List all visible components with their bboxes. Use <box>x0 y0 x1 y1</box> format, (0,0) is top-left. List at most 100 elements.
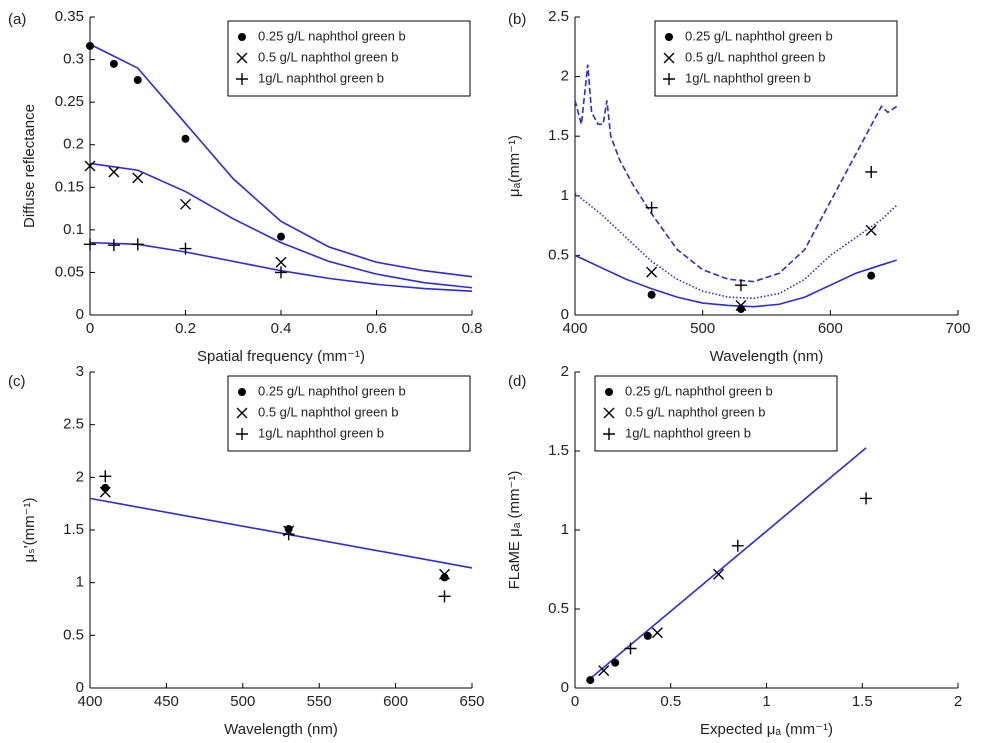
x-axis-label: Expected μₐ (mm⁻¹) <box>700 721 833 738</box>
legend-marker <box>238 388 246 396</box>
data-point <box>645 201 658 214</box>
data-point <box>586 676 595 685</box>
panel-label: (c) <box>8 373 26 390</box>
data-point <box>99 470 112 483</box>
y-tick-label: 0.3 <box>63 51 84 68</box>
legend-label: 0.5 g/L naphthol green b <box>625 404 765 419</box>
x-tick-label: 0.6 <box>366 320 387 337</box>
data-point <box>865 224 877 236</box>
x-tick-label: 450 <box>154 693 179 710</box>
legend-label: 0.5 g/L naphthol green b <box>685 49 825 64</box>
x-tick-label: 2 <box>954 693 962 710</box>
y-axis-label: FLaME μₐ (mm⁻¹) <box>506 471 523 590</box>
data-point <box>99 486 111 498</box>
y-tick-label: 1 <box>76 574 84 591</box>
x-tick-label: 0.5 <box>660 693 681 710</box>
x-tick-label: 500 <box>690 320 715 337</box>
data-point <box>647 290 656 299</box>
y-tick-label: 0.15 <box>55 178 84 195</box>
legend-marker <box>238 33 246 41</box>
y-tick-label: 0 <box>76 679 84 696</box>
y-tick-label: 0.35 <box>55 8 84 25</box>
fit-line <box>89 497 473 569</box>
x-tick-label: 1.5 <box>852 693 873 710</box>
panel-label: (a) <box>8 11 26 28</box>
fit-line <box>574 192 898 300</box>
y-tick-label: 0 <box>561 679 569 696</box>
data-point <box>735 299 747 311</box>
x-tick-label: 550 <box>307 693 332 710</box>
data-point <box>611 658 620 667</box>
data-point <box>133 76 142 85</box>
data-point <box>598 665 610 677</box>
legend-label: 1g/L naphthol green b <box>625 425 751 440</box>
y-tick-label: 2 <box>561 363 569 380</box>
data-point <box>275 266 287 279</box>
y-tick-label: 2 <box>561 68 569 85</box>
data-point <box>734 279 747 292</box>
data-point <box>643 631 652 640</box>
data-point <box>107 239 120 252</box>
y-tick-label: 0.1 <box>63 221 84 238</box>
data-point <box>180 198 191 210</box>
data-point <box>131 238 144 251</box>
x-tick-label: 400 <box>77 693 102 710</box>
y-tick-label: 2 <box>76 468 84 485</box>
y-axis-label: Diffuse reflectance <box>21 104 38 228</box>
data-point <box>438 590 451 603</box>
y-tick-label: 0.5 <box>548 600 569 617</box>
y-tick-label: 1 <box>561 187 569 204</box>
y-tick-label: 1 <box>561 521 569 538</box>
data-point <box>109 59 118 68</box>
legend-marker <box>663 73 675 85</box>
data-point <box>84 160 96 172</box>
legend-marker <box>665 33 673 41</box>
legend-marker <box>236 428 248 440</box>
data-point <box>651 627 663 639</box>
legend-marker <box>236 52 248 64</box>
fit-line <box>89 162 473 289</box>
data-point <box>84 238 96 251</box>
legend-label: 0.25 g/L naphthol green b <box>625 383 773 398</box>
y-tick-label: 2.5 <box>548 8 569 25</box>
y-tick-label: 2.5 <box>63 416 84 433</box>
fit-line <box>574 64 898 283</box>
legend-box <box>654 20 898 97</box>
legend-box <box>594 375 838 452</box>
legend-label: 0.5 g/L naphthol green b <box>258 49 398 64</box>
x-tick-label: 600 <box>383 693 408 710</box>
legend-marker <box>603 428 615 440</box>
x-tick-label: 1 <box>762 693 770 710</box>
x-tick-label: 0.2 <box>175 320 196 337</box>
x-tick-label: 650 <box>459 693 484 710</box>
x-tick-label: 0 <box>86 320 94 337</box>
legend: 0.25 g/L naphthol green b 0.5 g/L naphtho… <box>227 20 471 97</box>
y-tick-label: 0.2 <box>63 136 84 153</box>
x-tick-label: 700 <box>945 320 970 337</box>
data-point <box>275 256 287 268</box>
x-tick-label: 0.8 <box>462 320 483 337</box>
y-tick-label: 0 <box>76 306 84 323</box>
data-point <box>731 539 744 552</box>
fit-line <box>89 43 473 278</box>
y-tick-label: 1.5 <box>63 521 84 538</box>
data-point <box>624 642 637 655</box>
legend-box <box>227 375 471 452</box>
legend-marker <box>603 407 615 419</box>
data-point <box>277 232 285 241</box>
x-tick-label: 0.4 <box>271 320 292 337</box>
data-point <box>646 266 658 278</box>
y-tick-label: 3 <box>76 363 84 380</box>
legend-marker <box>236 407 248 419</box>
fit-line <box>574 254 897 308</box>
legend-marker <box>605 388 613 396</box>
data-point <box>108 166 120 178</box>
fit-line <box>587 447 867 681</box>
legend-label: 0.25 g/L naphthol green b <box>685 28 833 43</box>
legend: 0.25 g/L naphthol green b 0.5 g/L naphtho… <box>594 375 838 452</box>
legend-label: 1g/L naphthol green b <box>258 70 384 85</box>
legend-marker <box>236 73 248 85</box>
legend: 0.25 g/L naphthol green b 0.5 g/L naphtho… <box>227 375 471 452</box>
x-tick-label: 600 <box>818 320 843 337</box>
x-axis-label: Wavelength (nm) <box>710 348 824 365</box>
